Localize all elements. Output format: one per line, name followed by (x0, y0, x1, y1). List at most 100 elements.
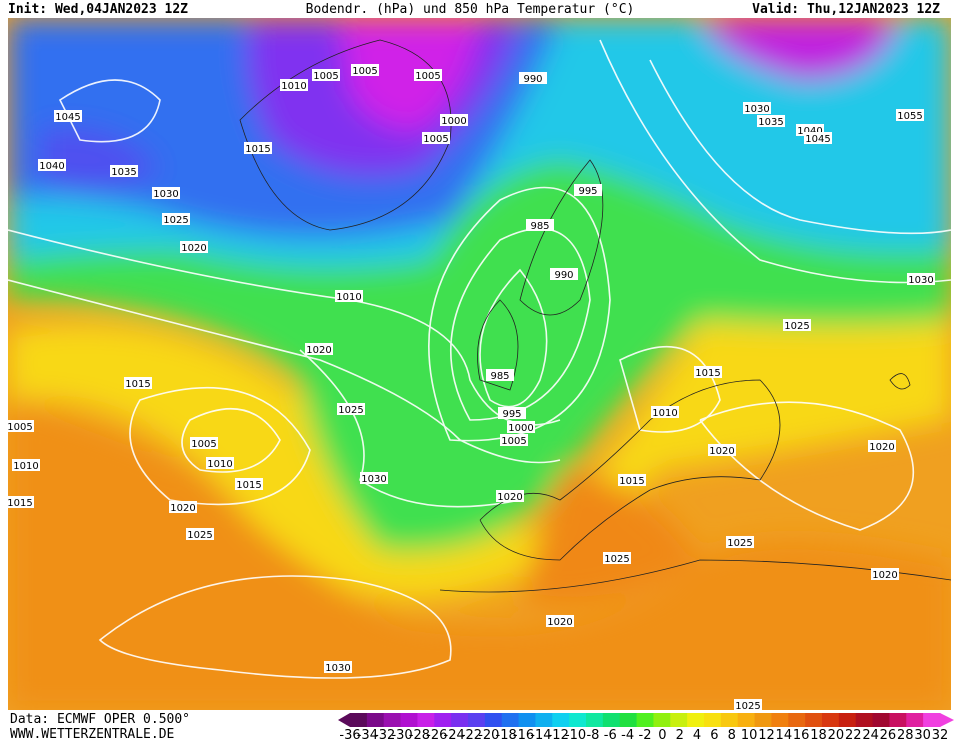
colorbar-label: -14 (530, 728, 551, 741)
colorbar-label: 18 (810, 728, 827, 741)
colorbar-label: 12 (758, 728, 775, 741)
isobar-label-box (603, 552, 631, 564)
isobar-label-box (743, 102, 771, 114)
colorbar-label: 14 (776, 728, 793, 741)
isobar-label: 1005 (313, 71, 338, 82)
isobar-label-box (574, 184, 602, 196)
website: WWW.WETTERZENTRALE.DE (10, 727, 174, 741)
colorbar-swatch (417, 713, 435, 727)
isobar-label-box (169, 501, 197, 513)
isobar-label-box (38, 159, 66, 171)
isobar-label-box (422, 132, 450, 144)
isobar-label: 1000 (441, 116, 466, 127)
isobar-label: 1015 (619, 476, 644, 487)
isobar-label: 1020 (547, 617, 572, 628)
colorbar-swatch (586, 713, 604, 727)
isobar-label-box (186, 528, 214, 540)
isobar-label: 1035 (758, 117, 783, 128)
isobar-label: 1015 (245, 144, 270, 155)
isobar-label-box (180, 241, 208, 253)
colorbar-label: 20 (828, 728, 845, 741)
colorbar-label: 8 (728, 728, 736, 741)
map: 1045104010351030102510201005101010051015… (7, 18, 951, 710)
colorbar-swatch (535, 713, 553, 727)
isobar-label: 990 (554, 270, 573, 281)
isobar-label-box (235, 478, 263, 490)
colorbar-swatch (484, 713, 503, 727)
isobar-label: 1010 (281, 81, 306, 92)
isobar-label-box (550, 268, 578, 280)
colorbar-swatch (350, 713, 368, 727)
colorbar-swatch (518, 713, 536, 727)
colorbar-label: 28 (897, 728, 914, 741)
isobars (8, 39, 951, 679)
colorbar-label: 2 (676, 728, 684, 741)
isobar-label-box (54, 110, 82, 122)
colorbar-label: 24 (862, 728, 879, 741)
isobar-label: 1020 (306, 345, 331, 356)
isobar-label-box (312, 69, 340, 81)
isobar-label-box (8, 420, 34, 432)
colorbar-label: -12 (548, 728, 569, 741)
isobar-label: 1005 (352, 66, 377, 77)
isobar-label: 1020 (497, 492, 522, 503)
colorbar-swatch (636, 713, 654, 727)
colorbar-swatch (805, 713, 823, 727)
isobar-label: 1015 (7, 498, 32, 509)
colorbar-swatch (754, 713, 772, 727)
colorbar-swatch (906, 713, 924, 727)
isobar-label: 1025 (604, 554, 629, 565)
colorbar-swatch (619, 713, 638, 727)
isobar-label: 990 (523, 74, 542, 85)
colorbar-label: -6 (604, 728, 617, 741)
isobar-label-box (110, 165, 138, 177)
isobar-label-box (500, 434, 528, 446)
isobar-label-box (190, 437, 218, 449)
colorbar-label: 22 (845, 728, 862, 741)
isobar-label: 1025 (187, 530, 212, 541)
init-time: Init: Wed,04JAN2023 12Z (8, 2, 188, 17)
isobar-label-box (414, 69, 442, 81)
isobar-label: 995 (502, 409, 521, 420)
isobar-label: 1005 (423, 134, 448, 145)
colorbar-label: -18 (496, 728, 517, 741)
isobar-label-box (8, 496, 34, 508)
isobar-label: 1005 (501, 436, 526, 447)
isobar-label: 1045 (805, 134, 830, 145)
isobar-label-box (519, 72, 547, 84)
isobar-label-box (757, 115, 785, 127)
isobar-label-box (496, 490, 524, 502)
isobar-label-box (804, 132, 832, 144)
isobar-label: 1020 (181, 243, 206, 254)
colorbar-label: -20 (478, 728, 499, 741)
isobar-label-box (907, 273, 935, 285)
isobar-label-box (337, 403, 365, 415)
valid-time: Valid: Thu,12JAN2023 12Z (752, 2, 940, 17)
isobar-label-box (498, 407, 526, 419)
isobar-label: 1040 (797, 126, 822, 137)
colorbar-label: 0 (658, 728, 666, 741)
isobar-label: 1015 (236, 480, 261, 491)
isobar-label-box (651, 406, 679, 418)
isobar-label-box (12, 459, 40, 471)
colorbar-swatch (552, 713, 570, 727)
colorbar-swatch (569, 713, 587, 727)
isobar-label: 1005 (7, 422, 32, 433)
isobar-label: 985 (530, 221, 549, 232)
colorbar-swatch (451, 713, 469, 727)
colorbar-swatch (400, 713, 418, 727)
colorbar-left-arrow (338, 713, 350, 727)
isobar-label: 1030 (153, 189, 178, 200)
isobar-label-box (708, 444, 736, 456)
isobar-label-box (335, 290, 363, 302)
isobar-label-box (734, 699, 762, 710)
isobar-label-box (152, 187, 180, 199)
colorbar-swatch (704, 713, 722, 727)
isobar-label: 1045 (55, 112, 80, 123)
isobar-label-box (618, 474, 646, 486)
data-source: Data: ECMWF OPER 0.500° (10, 712, 190, 727)
isobar-label: 1010 (652, 408, 677, 419)
colorbar-swatch (383, 713, 402, 727)
colorbar-swatch (872, 713, 890, 727)
